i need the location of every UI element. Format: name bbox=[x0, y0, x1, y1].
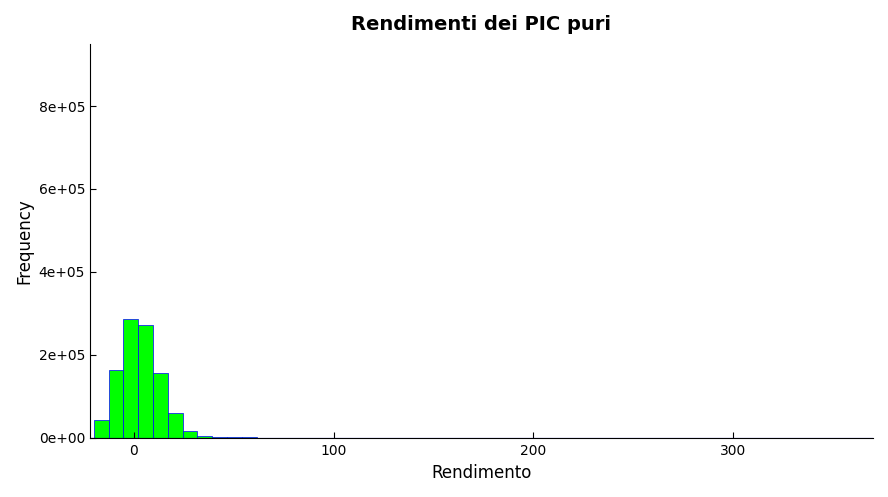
Bar bbox=[139, 325, 153, 437]
X-axis label: Rendimento: Rendimento bbox=[432, 464, 532, 482]
Bar bbox=[197, 436, 212, 437]
Bar bbox=[168, 414, 183, 437]
Bar bbox=[123, 319, 139, 437]
Bar bbox=[183, 431, 197, 437]
Bar bbox=[153, 373, 168, 437]
Title: Rendimenti dei PIC puri: Rendimenti dei PIC puri bbox=[352, 15, 612, 34]
Y-axis label: Frequency: Frequency bbox=[15, 198, 33, 284]
Bar bbox=[108, 370, 123, 437]
Bar bbox=[94, 420, 108, 437]
